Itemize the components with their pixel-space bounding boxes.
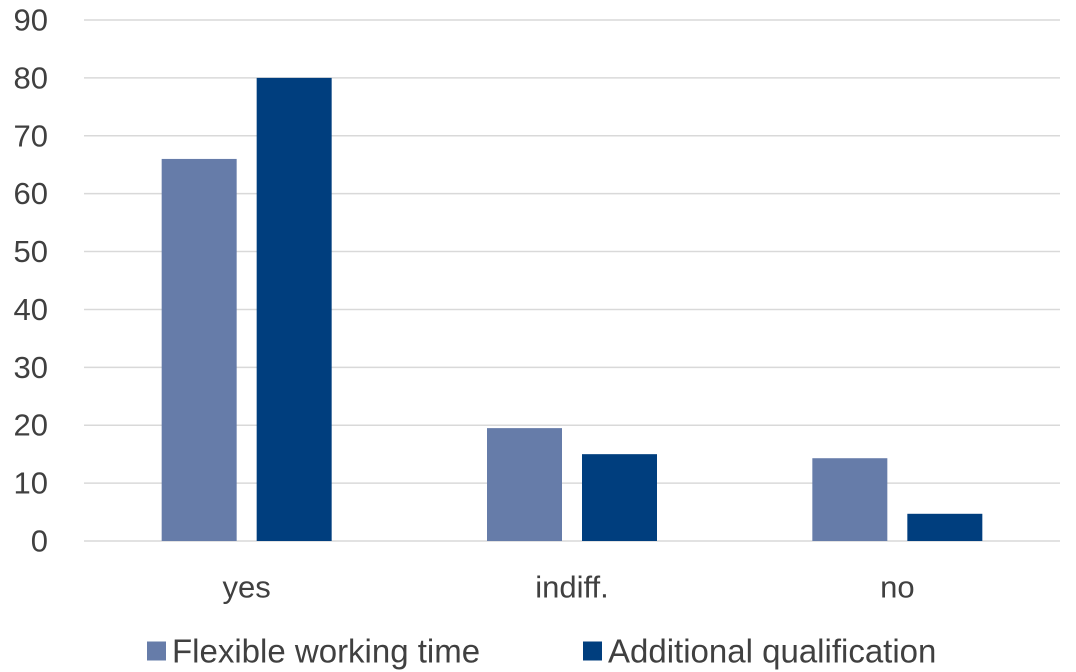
y-tick-label: 80: [14, 60, 48, 95]
bar-yes-series-1: [161, 158, 237, 541]
y-axis-tick-labels: 0 10 20 30 40 50 60 70 80 90: [14, 3, 48, 559]
bar-yes-series-2: [256, 77, 332, 541]
x-axis-category-labels: yes indiff. no: [223, 570, 915, 605]
y-tick-label: 20: [14, 408, 48, 443]
x-category-label: yes: [223, 570, 271, 605]
legend-swatch-series-2: [583, 641, 602, 661]
legend-label-series-1: Flexible working time: [172, 633, 480, 670]
y-tick-label: 0: [31, 524, 48, 559]
gridlines: [84, 19, 1060, 542]
y-tick-label: 10: [14, 466, 48, 501]
y-tick-label: 90: [14, 3, 48, 38]
y-tick-label: 40: [14, 292, 48, 327]
legend: Flexible working time Additional qualific…: [147, 633, 936, 670]
y-tick-label: 70: [14, 118, 48, 153]
bars: [161, 77, 983, 541]
bar-no-series-1: [812, 458, 888, 541]
legend-swatch-series-1: [147, 641, 166, 661]
legend-label-series-2: Additional qualification: [608, 633, 936, 670]
bar-indiff-series-1: [487, 428, 562, 541]
bar-indiff-series-2: [582, 454, 657, 541]
y-tick-label: 50: [14, 234, 48, 269]
y-tick-label: 30: [14, 350, 48, 385]
x-category-label: no: [880, 570, 914, 605]
bar-no-series-2: [907, 513, 983, 541]
x-category-label: indiff.: [535, 570, 609, 605]
y-tick-label: 60: [14, 176, 48, 211]
